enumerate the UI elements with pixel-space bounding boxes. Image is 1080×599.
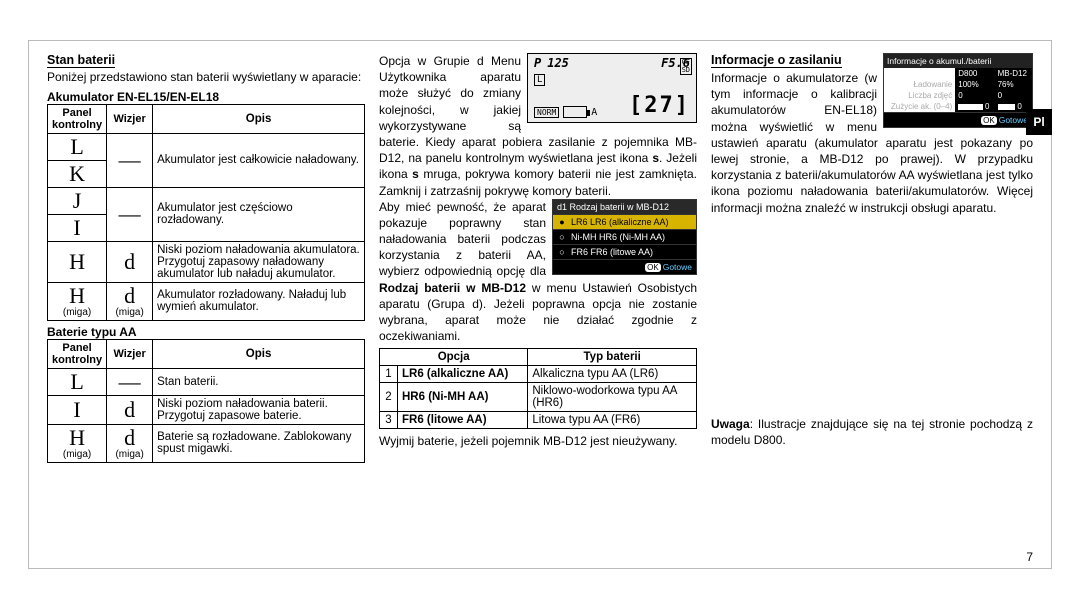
cell-desc: Niski poziom naładowania baterii. Przygo… (153, 395, 365, 424)
lcd-count: [27] (629, 93, 690, 118)
th-desc: Opis (153, 339, 365, 368)
cell-icon: K (48, 160, 107, 187)
cell-opt: LR6 (alkaliczne AA) (398, 366, 528, 383)
cell-icon: — (107, 133, 153, 187)
column-left: Stan baterii Poniżej przedstawiono stan … (47, 53, 365, 548)
th-panel: Panel kontrolny (48, 339, 107, 368)
th-desc: Opis (153, 104, 365, 133)
lcd-shutter: 125 (547, 56, 569, 70)
info-val: 0 (995, 90, 1032, 101)
th-type: Typ baterii (528, 349, 697, 366)
th-viewfinder: Wizjer (107, 104, 153, 133)
cell-opt: HR6 (Ni-MH AA) (398, 383, 528, 412)
cell-num: 3 (380, 412, 398, 429)
info-title: Informacje o akumul./baterii (884, 54, 1032, 68)
cell-icon: d (miga) (107, 424, 153, 462)
heading-power-info: Informacje o zasilaniu (711, 53, 842, 68)
battery-icon: H (52, 427, 102, 449)
page-frame: Pl Stan baterii Poniżej przedstawiono st… (28, 40, 1052, 569)
cell-desc: Akumulator jest częściowo rozładowany. (153, 187, 365, 241)
column-middle: P 125 F5.6 CF SD L NORM A [27] Opcja w G… (379, 53, 697, 548)
info-val: 0 (955, 90, 994, 101)
cell-icon: — (107, 187, 153, 241)
s-icon: s (652, 151, 659, 165)
para-note: Uwaga: Ilustracje znajdujące się na tej … (711, 416, 1033, 448)
cell-icon: J (48, 187, 107, 214)
info-col: D800 (955, 68, 994, 79)
menu-title: d1 Rodzaj baterii w MB-D12 (553, 200, 696, 214)
heading-accumulator: Akumulator EN-EL15/EN-EL18 (47, 90, 365, 104)
blink-label: (miga) (52, 307, 102, 318)
info-col: MB-D12 (995, 68, 1032, 79)
heading-aa: Baterie typu AA (47, 325, 365, 339)
blink-label: (miga) (52, 449, 102, 460)
table-battery-aa: Panel kontrolny Wizjer Opis L — Stan bat… (47, 339, 365, 463)
cell-desc: Akumulator rozładowany. Naładuj lub wymi… (153, 282, 365, 320)
info-footer: OKGotowe (884, 112, 1032, 127)
info-row-label: Liczba zdjęć (884, 90, 955, 101)
cell-icon: H (miga) (48, 282, 107, 320)
lcd-norm: NORM (534, 107, 559, 118)
cell-icon: — (107, 368, 153, 395)
menu-row: ○Ni-MH HR6 (Ni-MH AA) (553, 229, 696, 244)
column-right: Informacje o zasilaniu Informacje o akum… (711, 53, 1033, 548)
table-battery-enel: Panel kontrolny Wizjer Opis L — Akumulat… (47, 104, 365, 321)
cell-opt: FR6 (litowe AA) (398, 412, 528, 429)
intro-text: Poniżej przedstawiono stan baterii wyświ… (47, 70, 365, 86)
blink-label: (miga) (111, 307, 148, 318)
th-panel: Panel kontrolny (48, 104, 107, 133)
cell-desc: Niski poziom naładowania akumulatora. Pr… (153, 241, 365, 282)
info-val: 76% (995, 79, 1032, 90)
cell-desc: Akumulator jest całkowicie naładowany. (153, 133, 365, 187)
menu-illustration: d1 Rodzaj baterii w MB-D12 ●LR6 LR6 (alk… (552, 199, 697, 275)
info-val: 100% (955, 79, 994, 90)
bold-text: Rodzaj baterii w MB-D12 (379, 281, 526, 295)
th-option: Opcja (380, 349, 528, 366)
cell-icon: I (48, 395, 107, 424)
language-tab: Pl (1026, 109, 1052, 135)
menu-row: ○FR6 FR6 (litowe AA) (553, 244, 696, 259)
cell-typ: Litowa typu AA (FR6) (528, 412, 697, 429)
lcd-size: L (534, 74, 545, 86)
battery-icon (563, 106, 587, 118)
para-remove-batteries: Wyjmij baterie, jeżeli pojemnik MB-D12 j… (379, 433, 697, 449)
cell-desc: Baterie są rozładowane. Zablokowany spus… (153, 424, 365, 462)
info-row-label: Zużycie ak. (0–4) (884, 101, 955, 112)
battery-icon: d (111, 285, 148, 307)
battery-icon: d (111, 427, 148, 449)
cell-icon: H (48, 241, 107, 282)
cell-icon: H (miga) (48, 424, 107, 462)
note-label: Uwaga (711, 417, 750, 431)
cell-icon: L (48, 133, 107, 160)
cell-icon: d (107, 241, 153, 282)
cell-num: 1 (380, 366, 398, 383)
cell-icon: d (107, 395, 153, 424)
lcd-mode: P (534, 56, 541, 70)
cell-icon: I (48, 214, 107, 241)
sd-icon: SD (682, 67, 690, 75)
cell-icon: L (48, 368, 107, 395)
cell-desc: Stan baterii. (153, 368, 365, 395)
menu-footer: OKGotowe (553, 259, 696, 274)
table-battery-options: Opcja Typ baterii 1 LR6 (alkaliczne AA) … (379, 348, 697, 429)
lcd-panel-illustration: P 125 F5.6 CF SD L NORM A [27] (527, 53, 697, 123)
heading-battery-status: Stan baterii (47, 53, 115, 68)
battery-icon: H (52, 285, 102, 307)
cell-typ: Alkaliczna typu AA (LR6) (528, 366, 697, 383)
cell-icon: d (miga) (107, 282, 153, 320)
th-viewfinder: Wizjer (107, 339, 153, 368)
info-row-label: Ładowanie (884, 79, 955, 90)
blink-label: (miga) (111, 449, 148, 460)
info-screen-illustration: Informacje o akumul./baterii D800MB-D12 … (883, 53, 1033, 128)
info-bar: 0 (955, 101, 994, 112)
cell-typ: Niklowo-wodorkowa typu AA (HR6) (528, 383, 697, 412)
columns: Stan baterii Poniżej przedstawiono stan … (47, 53, 1033, 548)
lcd-card-icons: CF SD (680, 58, 692, 75)
menu-row: ●LR6 LR6 (alkaliczne AA) (553, 214, 696, 229)
cell-num: 2 (380, 383, 398, 412)
s-icon: s (412, 167, 419, 181)
page-number: 7 (1026, 550, 1033, 564)
